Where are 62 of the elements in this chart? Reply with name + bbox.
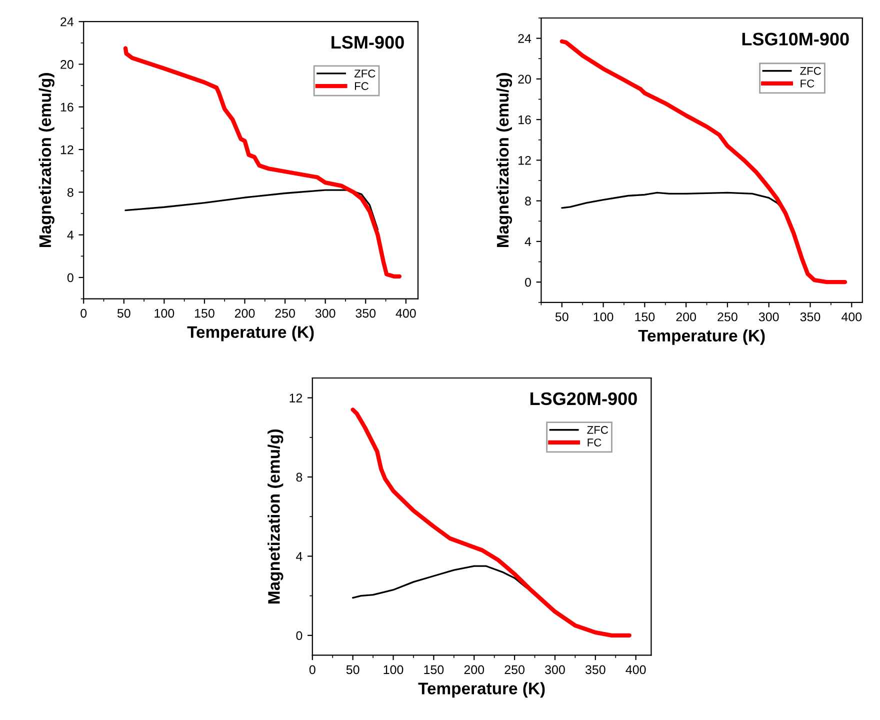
- x-tick-label: 150: [194, 308, 214, 318]
- y-tick-label: 0: [525, 278, 531, 287]
- y-tick-label: 24: [518, 34, 532, 43]
- y-tick-label: 20: [60, 60, 74, 69]
- x-tick-label: 200: [464, 665, 484, 674]
- y-tick-label: 0: [296, 631, 302, 640]
- line-series: [124, 189, 379, 230]
- x-tick-label: 50: [346, 665, 360, 674]
- legend-label: ZFC: [587, 426, 608, 434]
- x-axis-title: Temperature (K): [638, 329, 765, 345]
- y-axis-title: Magnetization (emu/g): [38, 73, 54, 248]
- y-tick-label: 8: [67, 188, 74, 197]
- x-tick-label: 400: [842, 312, 862, 322]
- x-tick-label: 0: [80, 308, 87, 318]
- x-tick-label: 50: [555, 312, 568, 322]
- x-tick-label: 150: [635, 312, 655, 322]
- x-tick-label: 300: [758, 312, 779, 322]
- y-tick-label: 12: [60, 145, 74, 154]
- legend-label: FC: [800, 80, 814, 88]
- x-axis-title: Temperature (K): [187, 326, 314, 342]
- x-tick-label: 0: [309, 665, 316, 674]
- y-tick-label: 20: [518, 74, 531, 84]
- y-tick-label: 0: [67, 273, 74, 282]
- y-tick-label: 8: [296, 472, 302, 482]
- x-tick-label: 100: [154, 308, 174, 318]
- legend-label: FC: [588, 438, 602, 446]
- x-tick-label: 100: [594, 312, 614, 322]
- text: LSM-900: [332, 36, 404, 49]
- x-tick-label: 350: [585, 665, 606, 674]
- x-tick-label: 200: [676, 312, 696, 322]
- x-tick-label: 250: [275, 308, 295, 318]
- x-tick-label: 250: [718, 312, 738, 322]
- x-tick-label: 300: [315, 308, 336, 318]
- y-tick-label: 16: [518, 115, 531, 124]
- y-tick-label: 8: [525, 196, 531, 206]
- y-tick-label: 24: [60, 17, 74, 26]
- line-series: [352, 565, 528, 599]
- x-axis-title: Temperature (K): [418, 682, 545, 698]
- x-tick-label: 400: [396, 308, 416, 318]
- x-tick-label: 400: [626, 665, 646, 674]
- y-tick-label: 12: [518, 156, 531, 165]
- text: LSG20M-900: [530, 392, 637, 406]
- line-series: [350, 408, 632, 638]
- x-tick-label: 100: [384, 665, 404, 674]
- x-tick-label: 300: [545, 665, 565, 674]
- x-tick-label: 150: [424, 665, 444, 674]
- text: LSG10M-900: [742, 32, 849, 46]
- x-tick-label: 350: [356, 308, 376, 318]
- y-tick-label: 12: [290, 394, 302, 402]
- y-tick-label: 4: [296, 552, 302, 561]
- y-tick-label: 4: [524, 237, 532, 246]
- legend-label: ZFC: [354, 70, 376, 78]
- y-axis-title: Magnetization (emu/g): [496, 73, 512, 248]
- y-tick-label: 4: [67, 230, 74, 240]
- x-tick-label: 350: [800, 312, 820, 322]
- x-tick-label: 250: [504, 665, 524, 674]
- x-tick-label: 50: [117, 308, 130, 318]
- x-tick-label: 200: [234, 308, 255, 318]
- legend-label: FC: [354, 82, 368, 90]
- y-tick-label: 16: [60, 102, 74, 112]
- y-axis-title: Magnetization (emu/g): [268, 429, 284, 604]
- legend-label: ZFC: [800, 67, 821, 75]
